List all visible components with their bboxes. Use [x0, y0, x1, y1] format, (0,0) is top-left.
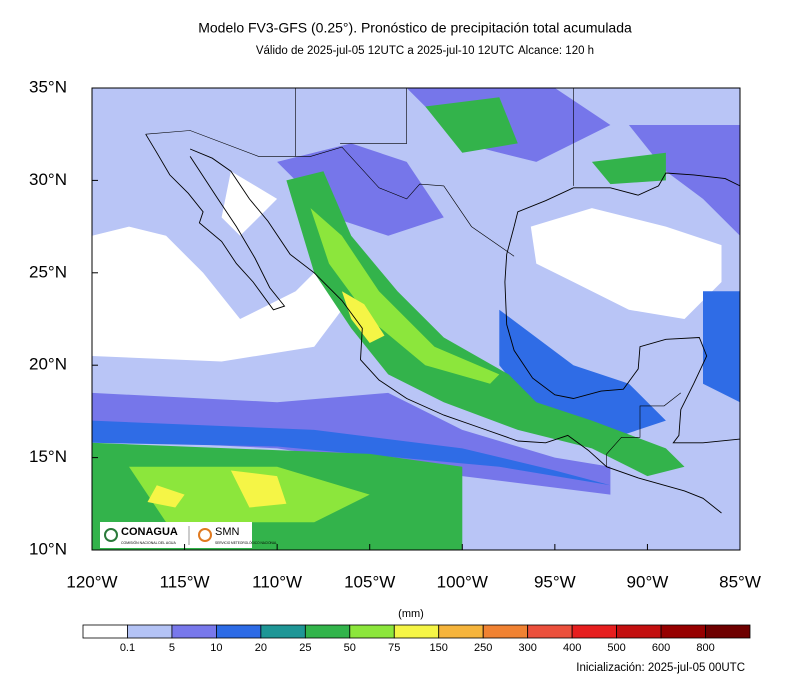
subtitle: Válido de 2025-jul-05 12UTC a 2025-jul-1… [256, 45, 514, 57]
colorbar-box [260, 624, 306, 639]
precip-area [277, 143, 444, 236]
title: Modelo FV3-GFS (0.25°). Pronóstico de pr… [198, 20, 632, 36]
lon-tick-label: 110°W [252, 572, 302, 591]
border [145, 130, 515, 257]
lon-tick-label: 120°W [66, 572, 117, 591]
precip-map [92, 88, 740, 550]
colorbar-box [171, 624, 217, 639]
colorbar-box [304, 624, 351, 639]
conagua-logo: CONAGUA [121, 526, 178, 538]
lon-tick-label: 90°W [627, 572, 669, 591]
lon-tick-label: 85°W [719, 572, 761, 591]
map-frame [91, 87, 741, 551]
lat-tick-label: 30°N [29, 170, 67, 189]
colorbar-box [482, 624, 529, 639]
coastline [145, 133, 286, 311]
logo-bg [100, 522, 252, 548]
coastline [189, 148, 722, 514]
precip-area [92, 226, 342, 362]
lon-tick-label: 100°W [437, 572, 488, 591]
colorbar-label: 5 [169, 642, 175, 654]
colorbar-box [349, 624, 395, 639]
reach: Alcance: 120 h [518, 45, 594, 57]
lat-tick-label: 20°N [29, 355, 67, 374]
precip-area [221, 171, 278, 236]
colorbar-box [616, 624, 662, 639]
conagua-icon [104, 528, 118, 542]
lat-tick-label: 35°N [29, 77, 67, 96]
colorbar-label: 800 [696, 642, 714, 654]
smn-icon [198, 528, 212, 542]
colorbar-unit: (mm) [398, 608, 424, 620]
coastline [513, 172, 740, 227]
init-time: Inicialización: 2025-jul-05 00UTC [576, 662, 745, 674]
smn-sub: SERVICIO METEOROLÓGICO NACIONAL [215, 540, 277, 545]
coastline [504, 226, 740, 444]
colorbar-box [527, 624, 573, 639]
colorbar-box [127, 624, 173, 639]
border [340, 88, 408, 144]
colorbar: 0.1 5 10 20 25 50 75 150 250 300 400 500 600 800 [82, 624, 751, 654]
colorbar-label: 600 [652, 642, 670, 654]
colorbar-box [571, 624, 618, 639]
colorbar-label: 300 [518, 642, 536, 654]
lon-tick-label: 95°W [534, 572, 576, 591]
lat-tick-label: 15°N [29, 447, 67, 466]
colorbar-box [393, 624, 440, 639]
precip-area [530, 208, 722, 319]
precip-area [703, 291, 740, 403]
colorbar-label: 10 [210, 642, 222, 654]
colorbar-box [660, 624, 706, 639]
colorbar-label: 50 [344, 642, 356, 654]
colorbar-label: 25 [299, 642, 311, 654]
precip-area [310, 208, 500, 384]
lon-tick-label: 105°W [344, 572, 395, 591]
precip-area [147, 485, 185, 508]
colorbar-label: 75 [388, 642, 400, 654]
precip-area [341, 291, 385, 343]
precip-area [425, 97, 518, 153]
colorbar-box [438, 624, 484, 639]
lat-tick-label: 25°N [29, 262, 67, 281]
precip-area [92, 420, 611, 486]
colorbar-box [705, 624, 751, 639]
precip-area [628, 125, 740, 236]
colorbar-label: 250 [474, 642, 492, 654]
precip-area [591, 152, 666, 185]
logo-box: CONAGUA COMISIÓN NACIONAL DEL AGUA SMN S… [100, 522, 277, 548]
conagua-sub: COMISIÓN NACIONAL DEL AGUA [121, 540, 176, 545]
smn-logo: SMN [215, 526, 240, 538]
colorbar-box [215, 624, 262, 639]
colorbar-label: 0.1 [120, 642, 135, 654]
colorbar-label: 20 [255, 642, 267, 654]
colorbar-label: 400 [563, 642, 581, 654]
colorbar-label: 150 [430, 642, 448, 654]
precip-area [230, 470, 287, 508]
lon-tick-label: 115°W [160, 572, 210, 591]
lat-tick-label: 10°N [29, 539, 67, 558]
colorbar-box [82, 624, 128, 639]
border [606, 392, 681, 467]
colorbar-label: 500 [607, 642, 625, 654]
